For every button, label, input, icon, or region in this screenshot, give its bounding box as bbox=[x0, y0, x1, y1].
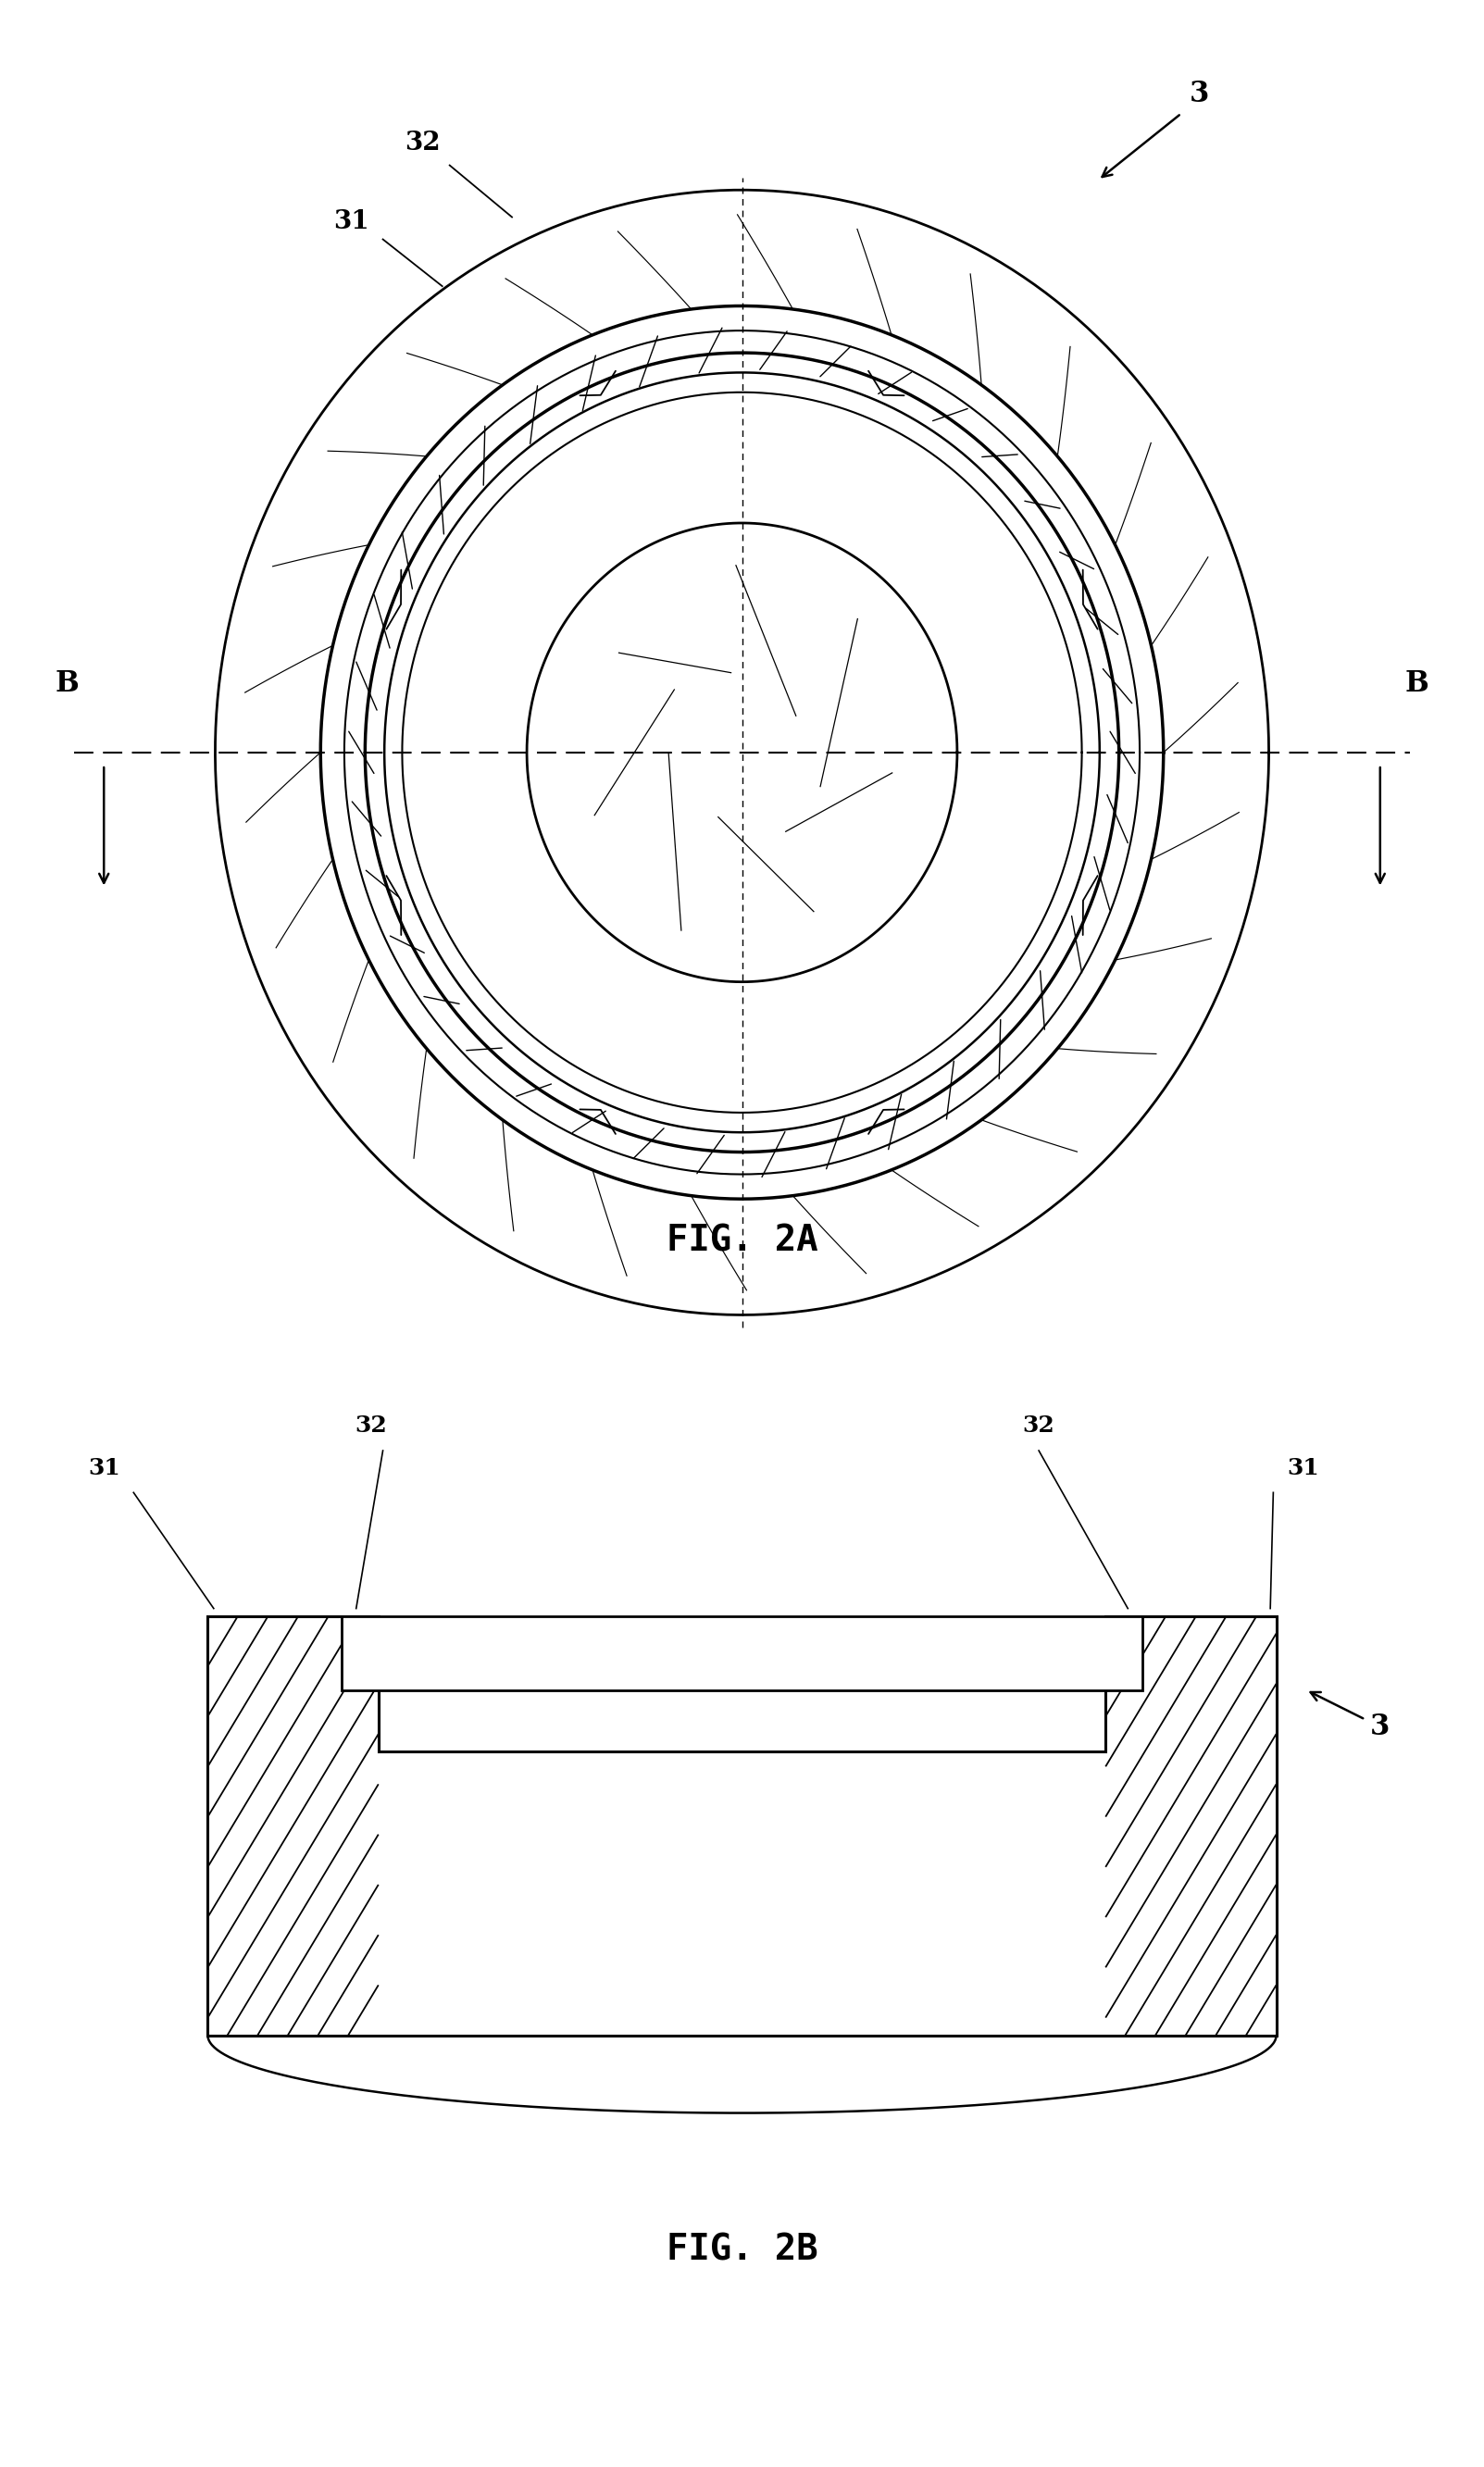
Text: 32: 32 bbox=[355, 1414, 387, 1438]
Text: 32: 32 bbox=[1022, 1414, 1055, 1438]
Text: 31: 31 bbox=[88, 1456, 120, 1480]
Text: 31: 31 bbox=[334, 210, 370, 234]
Text: 3: 3 bbox=[1189, 79, 1209, 109]
Text: FIG. 2A: FIG. 2A bbox=[666, 1224, 818, 1258]
Text: 31: 31 bbox=[1287, 1456, 1319, 1480]
Text: B: B bbox=[1405, 669, 1429, 698]
Polygon shape bbox=[208, 1616, 1276, 2035]
Bar bbox=[341, 1616, 1143, 1690]
Text: 3: 3 bbox=[1370, 1712, 1391, 1742]
Text: B: B bbox=[55, 669, 79, 698]
Text: FIG. 2B: FIG. 2B bbox=[666, 2233, 818, 2267]
Text: 32: 32 bbox=[405, 131, 441, 155]
